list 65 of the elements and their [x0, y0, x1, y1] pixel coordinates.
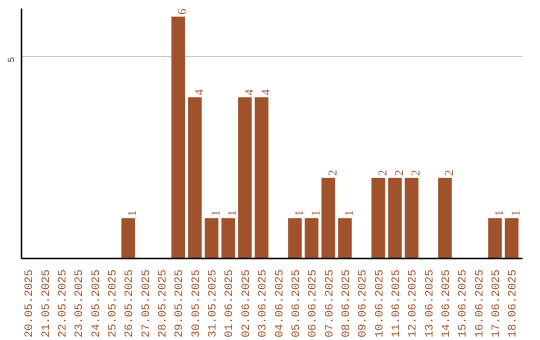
bar: [288, 218, 302, 258]
x-tick-label: 26.05.2025: [124, 269, 136, 338]
bar: [504, 218, 518, 258]
y-tick-label: 5: [6, 56, 17, 62]
data-label: 1: [508, 210, 523, 216]
x-tick-label: 25.05.2025: [108, 269, 120, 338]
data-label: 1: [125, 210, 140, 216]
x-tick-label: 07.06.2025: [324, 269, 336, 338]
x-tick-label: 09.06.2025: [358, 269, 370, 338]
bar: [204, 218, 218, 258]
data-label: 2: [442, 170, 456, 176]
data-label: 4: [192, 89, 206, 96]
x-tick-label: 30.05.2025: [190, 269, 203, 338]
x-tick-label: 16.06.2025: [474, 269, 486, 338]
data-label: 1: [292, 210, 306, 216]
bar: [121, 218, 136, 258]
data-label: 2: [325, 170, 340, 176]
x-tick-label: 29.05.2025: [174, 269, 186, 338]
x-tick-label: 28.05.2025: [158, 269, 170, 338]
x-tick-label: 18.06.2025: [508, 269, 520, 338]
bar: [221, 218, 236, 258]
x-tick-label: 13.06.2025: [424, 269, 436, 338]
x-tick-label: 23.05.2025: [74, 269, 86, 338]
data-label: 2: [408, 170, 423, 176]
data-label: 1: [492, 210, 506, 216]
bar: [321, 178, 336, 258]
x-tick-label: 27.05.2025: [140, 269, 153, 338]
data-label: 4: [258, 89, 273, 96]
bar: [488, 218, 502, 258]
bar: [438, 178, 452, 258]
x-tick-label: 21.05.2025: [40, 269, 53, 338]
x-tick-label: 17.06.2025: [490, 269, 503, 338]
bar: [171, 16, 186, 258]
data-label: 2: [375, 170, 390, 176]
x-tick-label: 05.06.2025: [290, 269, 303, 338]
x-tick-label: 12.06.2025: [408, 269, 420, 338]
x-tick-label: 04.06.2025: [274, 269, 286, 338]
x-tick-label: 06.06.2025: [308, 269, 320, 338]
bar: [338, 218, 352, 258]
bar: [371, 178, 386, 258]
x-tick-label: 20.05.2025: [24, 269, 36, 338]
x-tick-label: 02.06.2025: [240, 269, 253, 338]
x-tick-label: 11.06.2025: [390, 269, 403, 338]
x-tick-label: 08.06.2025: [340, 269, 353, 338]
x-tick-label: 03.06.2025: [258, 269, 270, 338]
data-label: 1: [342, 210, 356, 216]
x-tick-label: 15.06.2025: [458, 269, 470, 338]
bar: [404, 178, 418, 258]
x-tick-label: 22.05.2025: [58, 269, 70, 338]
bar: [238, 97, 252, 258]
data-label: 1: [308, 210, 323, 216]
x-tick-label: 01.06.2025: [224, 269, 236, 338]
bar: [304, 218, 318, 258]
x-tick-label: 24.05.2025: [90, 269, 103, 338]
data-label: 1: [208, 210, 223, 216]
data-label: 4: [242, 89, 256, 96]
bar: [188, 97, 202, 258]
bar: [254, 97, 268, 258]
data-label: 1: [225, 210, 240, 216]
bar: [388, 178, 402, 258]
x-tick-label: 10.06.2025: [374, 269, 386, 338]
x-tick-label: 31.05.2025: [208, 269, 220, 338]
x-tick-label: 14.06.2025: [440, 269, 453, 338]
data-label: 2: [392, 170, 406, 176]
data-label: 6: [175, 8, 190, 15]
